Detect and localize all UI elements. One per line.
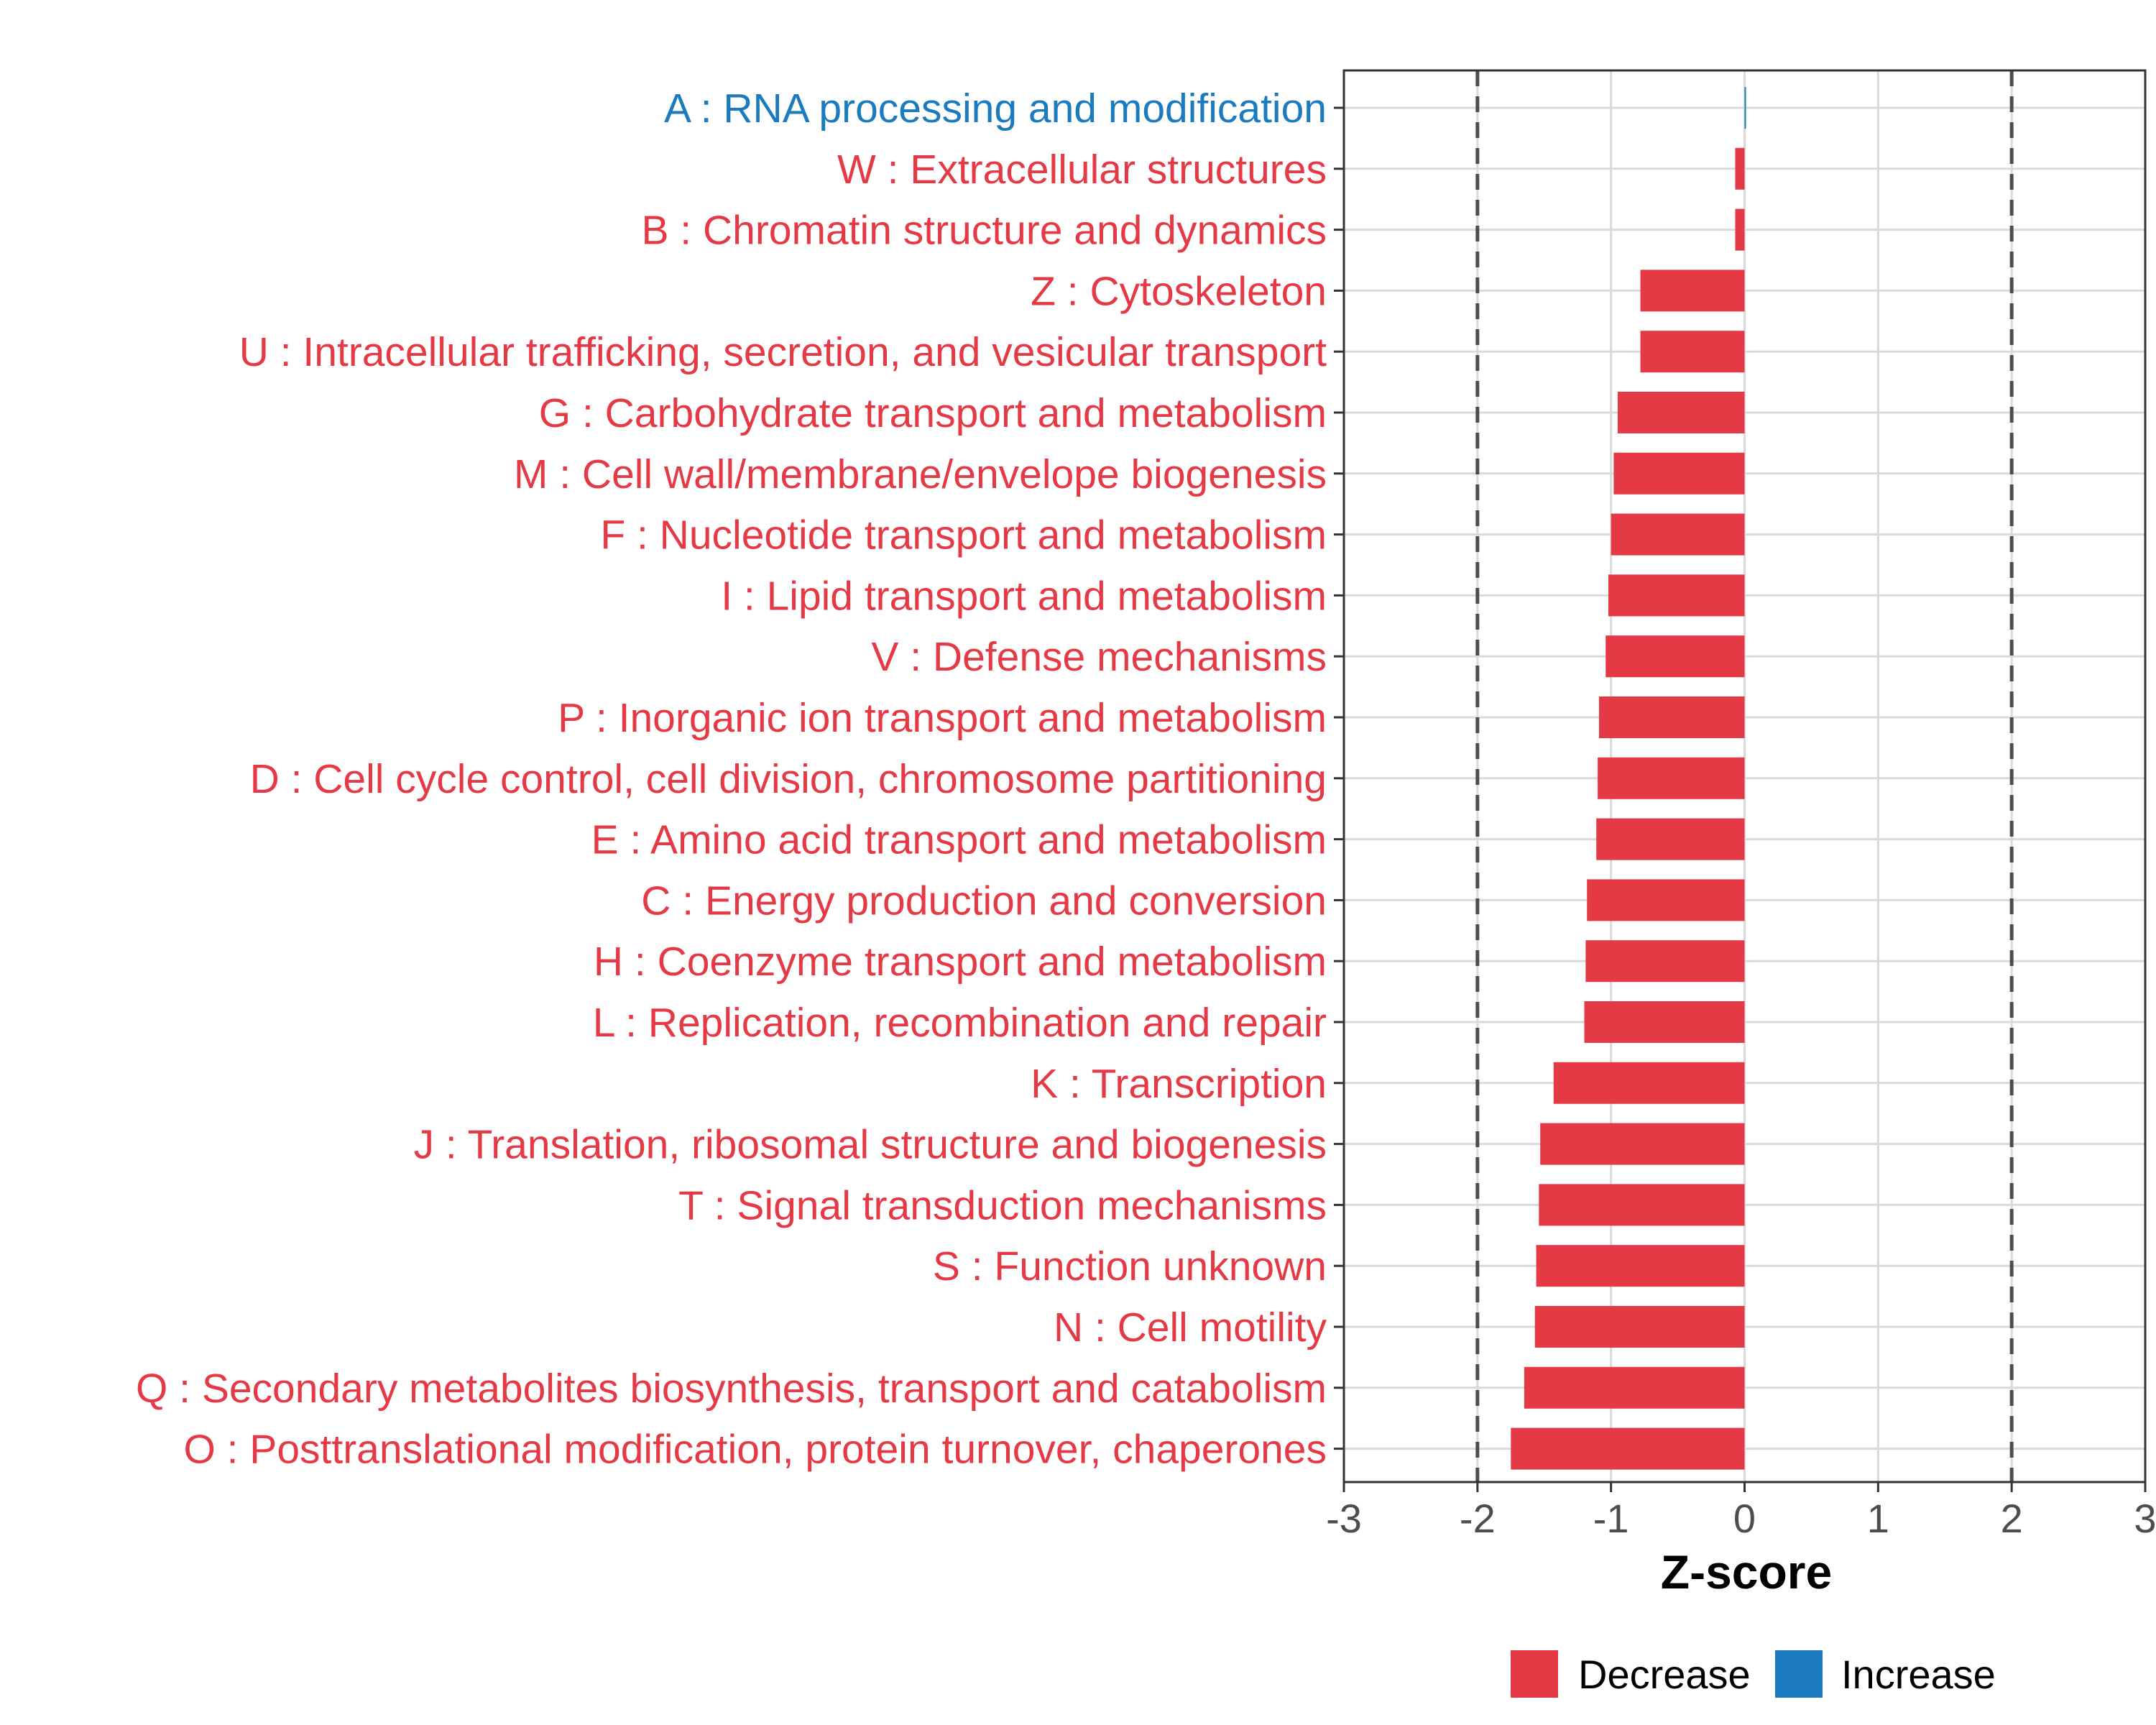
x-tick-label: -3 [1326, 1496, 1362, 1541]
legend-increase-label: Increase [1841, 1652, 1996, 1697]
bar [1640, 331, 1745, 373]
category-label: K : Transcription [1031, 1061, 1327, 1107]
bar [1587, 879, 1745, 921]
category-label: F : Nucleotide transport and metabolism [600, 512, 1327, 558]
category-label: N : Cell motility [1054, 1305, 1327, 1351]
bar [1617, 392, 1745, 433]
category-label: C : Energy production and conversion [641, 878, 1327, 924]
category-label: Q : Secondary metabolites biosynthesis, … [136, 1366, 1327, 1412]
category-label: A : RNA processing and modification [664, 86, 1327, 132]
category-label: J : Translation, ribosomal structure and… [414, 1122, 1327, 1168]
bar [1540, 1123, 1745, 1165]
x-axis-ticks: -3 -2 -1 0 1 2 3 [1326, 1482, 2156, 1541]
category-label: H : Coenzyme transport and metabolism [594, 939, 1327, 985]
bar [1598, 757, 1745, 799]
legend-increase-swatch [1775, 1650, 1823, 1698]
category-label: E : Amino acid transport and metabolism [591, 817, 1327, 863]
bar [1524, 1366, 1745, 1409]
legend: Decrease Increase [1511, 1650, 1996, 1698]
bar [1611, 513, 1745, 556]
bar [1608, 574, 1745, 617]
legend-decrease-label: Decrease [1578, 1652, 1751, 1697]
bar [1640, 270, 1745, 312]
bar [1735, 208, 1745, 251]
bar [1606, 635, 1745, 678]
bar [1744, 87, 1746, 129]
bar [1536, 1245, 1745, 1287]
category-label: P : Inorganic ion transport and metaboli… [558, 695, 1327, 741]
category-label: U : Intracellular trafficking, secretion… [239, 329, 1327, 375]
category-label: I : Lipid transport and metabolism [721, 573, 1327, 619]
legend-decrease-swatch [1511, 1650, 1558, 1698]
bar [1596, 818, 1745, 860]
category-label: M : Cell wall/membrane/envelope biogenes… [514, 451, 1327, 497]
bar [1553, 1062, 1745, 1104]
x-tick-label: -2 [1460, 1496, 1496, 1541]
x-tick-label: 2 [2001, 1496, 2023, 1541]
category-label: G : Carbohydrate transport and metabolis… [539, 390, 1327, 436]
x-axis-title: Z-score [1661, 1545, 1832, 1598]
category-label: L : Replication, recombination and repai… [593, 1000, 1327, 1046]
category-label: O : Posttranslational modification, prot… [183, 1427, 1327, 1473]
bar [1511, 1427, 1745, 1470]
y-axis-ticks [1334, 106, 1344, 1450]
category-label: Z : Cytoskeleton [1031, 268, 1327, 314]
threshold-layer [1475, 70, 2014, 1482]
y-axis-category-labels: A : RNA processing and modification W : E… [136, 86, 1327, 1473]
x-tick-label: 0 [1733, 1496, 1756, 1541]
bar [1735, 147, 1745, 190]
bar [1598, 696, 1745, 738]
bar [1534, 1306, 1745, 1348]
category-label: B : Chromatin structure and dynamics [641, 208, 1327, 254]
x-tick-label: 3 [2134, 1496, 2156, 1541]
bar-layer [1511, 87, 1746, 1470]
category-label: T : Signal transduction mechanisms [678, 1182, 1327, 1228]
category-label: D : Cell cycle control, cell division, c… [250, 756, 1327, 802]
bar [1539, 1184, 1745, 1226]
category-label: W : Extracellular structures [837, 147, 1327, 193]
bar [1584, 1001, 1745, 1043]
bar [1585, 940, 1745, 983]
bar [1613, 452, 1745, 494]
category-label: S : Function unknown [933, 1243, 1327, 1289]
category-label: V : Defense mechanisms [871, 634, 1327, 680]
x-tick-label: -1 [1593, 1496, 1629, 1541]
x-tick-label: 1 [1867, 1496, 1889, 1541]
